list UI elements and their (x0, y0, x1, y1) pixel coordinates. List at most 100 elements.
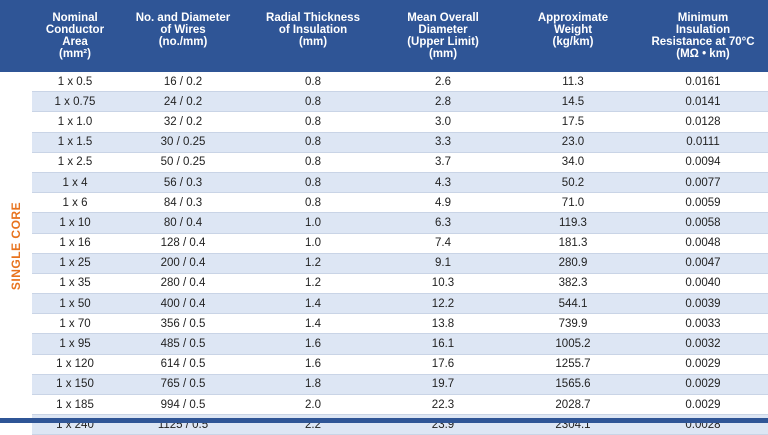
table-cell: 84 / 0.3 (118, 192, 248, 214)
table-row: 1 x 185 994 / 0.5 2.0 22.3 2028.7 0.0029 (0, 394, 768, 416)
table-cell: 19.7 (378, 374, 508, 396)
table-cell: 0.0047 (638, 253, 768, 274)
row-gutter (0, 273, 32, 294)
side-label-container: SINGLE CORE (0, 76, 32, 416)
table-row: 1 x 35 280 / 0.4 1.2 10.3 382.3 0.0040 (0, 273, 768, 295)
table-cell: 4.3 (378, 172, 508, 194)
row-gutter (0, 91, 32, 112)
table-row: 1 x 150 765 / 0.5 1.8 19.7 1565.6 0.0029 (0, 374, 768, 396)
table-row: 1 x 4 56 / 0.3 0.8 4.3 50.2 0.0077 (0, 172, 768, 194)
row-gutter (0, 111, 32, 133)
table-cell: 71.0 (508, 192, 638, 214)
row-gutter (0, 333, 32, 355)
table-cell: 119.3 (508, 212, 638, 234)
table-cell: 22.3 (378, 394, 508, 416)
table-row: 1 x 1.0 32 / 0.2 0.8 3.0 17.5 0.0128 (0, 111, 768, 133)
table-cell: 614 / 0.5 (118, 354, 248, 375)
table-cell: 1 x 2.5 (32, 152, 118, 173)
table-row: 1 x 16 128 / 0.4 1.0 7.4 181.3 0.0048 (0, 233, 768, 254)
column-header-line: Weight (553, 24, 593, 36)
row-gutter (0, 192, 32, 213)
table-cell: 50.2 (508, 172, 638, 194)
row-gutter (0, 374, 32, 395)
table-cell: 280 / 0.4 (118, 273, 248, 295)
table-cell: 0.0077 (638, 172, 768, 194)
table-cell: 0.8 (248, 111, 378, 133)
table-cell: 0.0128 (638, 111, 768, 133)
side-label: SINGLE CORE (9, 201, 23, 291)
table-cell: 0.0059 (638, 192, 768, 214)
table-row: 1 x 0.75 24 / 0.2 0.8 2.8 14.5 0.0141 (0, 91, 768, 113)
table-cell: 0.0141 (638, 91, 768, 113)
table-cell: 7.4 (378, 233, 508, 254)
row-gutter (0, 152, 32, 173)
table-cell: 11.3 (508, 72, 638, 93)
row-gutter (0, 313, 32, 334)
column-header-line: of Insulation (278, 24, 348, 36)
table-cell: 1.0 (248, 233, 378, 254)
column-header-line: No. and Diameter (135, 12, 231, 24)
table-cell: 16.1 (378, 333, 508, 355)
table-cell: 0.0058 (638, 212, 768, 234)
table-cell: 1 x 95 (32, 333, 118, 355)
column-header-line: Approximate (537, 12, 609, 24)
table-cell: 13.8 (378, 313, 508, 335)
column-header-4: Approximate Weight (kg/km) (508, 0, 638, 72)
table-cell: 3.0 (378, 111, 508, 133)
table-cell: 0.0161 (638, 72, 768, 93)
row-gutter (0, 233, 32, 254)
column-header-5: Minimum Insulation Resistance at 70°C (MΩ •… (638, 0, 768, 72)
table-cell: 16 / 0.2 (118, 72, 248, 93)
table-cell: 1 x 0.75 (32, 91, 118, 113)
column-header-line: (MΩ • km) (676, 48, 730, 60)
table-cell: 485 / 0.5 (118, 333, 248, 355)
row-gutter (0, 354, 32, 375)
column-header-1: No. and Diameter of Wires (no./mm) (118, 0, 248, 72)
table-cell: 200 / 0.4 (118, 253, 248, 274)
column-header-line: Diameter (418, 24, 468, 36)
column-header-2: Radial Thickness of Insulation (mm) (248, 0, 378, 72)
table-row: 1 x 120 614 / 0.5 1.6 17.6 1255.7 0.0029 (0, 354, 768, 375)
table-row: 1 x 2.5 50 / 0.25 0.8 3.7 34.0 0.0094 (0, 152, 768, 173)
table-cell: 1 x 185 (32, 394, 118, 416)
table-cell: 2.8 (378, 91, 508, 113)
table-cell: 1.2 (248, 273, 378, 295)
table-cell: 0.8 (248, 152, 378, 173)
table-cell: 10.3 (378, 273, 508, 295)
column-header-line: Mean Overall (407, 12, 479, 24)
table-cell: 128 / 0.4 (118, 233, 248, 254)
table-cell: 0.8 (248, 172, 378, 194)
table-cell: 181.3 (508, 233, 638, 254)
column-header-line: (Upper Limit) (407, 36, 479, 48)
table-cell: 1 x 4 (32, 172, 118, 194)
row-gutter (0, 293, 32, 314)
table-cell: 1.4 (248, 313, 378, 335)
table-cell: 0.8 (248, 72, 378, 93)
column-header-line: (mm²) (59, 48, 91, 60)
table-row: 1 x 95 485 / 0.5 1.6 16.1 1005.2 0.0032 (0, 333, 768, 355)
table-cell: 2028.7 (508, 394, 638, 416)
row-gutter (0, 394, 32, 415)
table-cell: 765 / 0.5 (118, 374, 248, 396)
table-cell: 1.6 (248, 354, 378, 375)
table-cell: 12.2 (378, 293, 508, 315)
table-cell: 1 x 150 (32, 374, 118, 396)
table-cell: 1 x 35 (32, 273, 118, 295)
table-cell: 3.3 (378, 132, 508, 153)
table-cell: 0.8 (248, 192, 378, 214)
column-header-line: (mm) (298, 36, 328, 48)
table-cell: 1.0 (248, 212, 378, 234)
column-header-line: (mm) (428, 48, 458, 60)
table-cell: 0.0094 (638, 152, 768, 173)
table-cell: 1 x 16 (32, 233, 118, 254)
table-cell: 1.2 (248, 253, 378, 274)
table-cell: 1.4 (248, 293, 378, 315)
column-header-line: Nominal (52, 12, 98, 24)
table-cell: 56 / 0.3 (118, 172, 248, 194)
table-cell: 1005.2 (508, 333, 638, 355)
column-header-3: Mean Overall Diameter (Upper Limit) (mm) (378, 0, 508, 72)
table-cell: 0.0039 (638, 293, 768, 315)
column-header-line: Radial Thickness (266, 12, 360, 24)
